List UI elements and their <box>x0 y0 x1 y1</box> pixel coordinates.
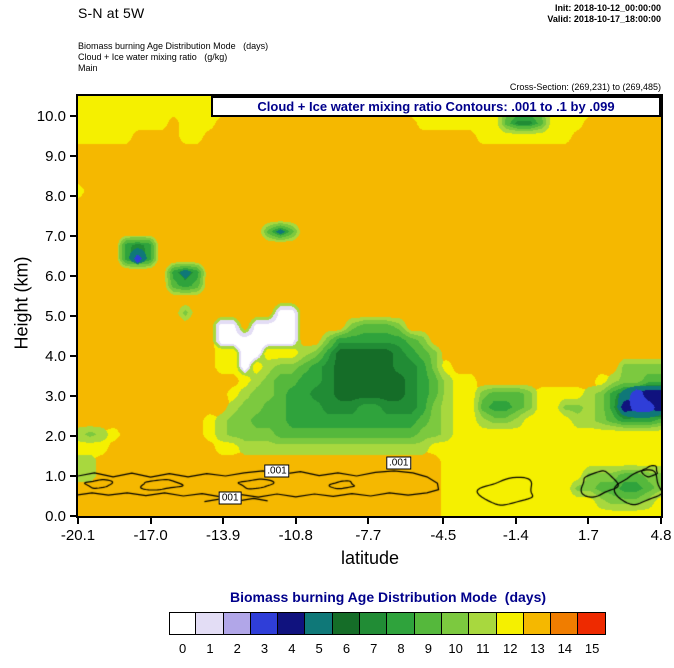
y-tick-mark <box>70 395 76 397</box>
colorbar-tick-label: 8 <box>397 641 405 656</box>
contour-label: 001 <box>218 491 242 505</box>
y-tick-label: 7.0 <box>45 228 66 245</box>
colorbar-tick-label: 9 <box>424 641 432 656</box>
y-tick-mark <box>70 515 76 517</box>
field-line-shaded: Biomass burning Age Distribution Mode (d… <box>78 41 269 51</box>
x-tick-label: -7.7 <box>355 527 382 544</box>
colorbar-cell <box>196 612 224 635</box>
colorbar-tick-label: 14 <box>557 641 573 656</box>
field-line-grid: Main <box>78 63 98 73</box>
x-tick-label: -20.1 <box>60 527 96 544</box>
colorbar-tick-label: 6 <box>342 641 351 656</box>
y-tick-mark <box>70 115 76 117</box>
y-tick-label: 3.0 <box>45 388 66 405</box>
colorbar-tick-label: 2 <box>233 641 241 656</box>
colorbar-tick-label: 13 <box>530 641 545 656</box>
y-tick-label: 9.0 <box>45 148 66 165</box>
cross-section-plot: Cloud + Ice water mixing ratio Contours:… <box>76 94 663 518</box>
colorbar-tick-label: 4 <box>288 641 296 656</box>
colorbar-cell <box>169 612 197 635</box>
colorbar-cell <box>469 612 497 635</box>
colorbar-cell <box>441 612 470 635</box>
y-tick-mark <box>70 275 76 277</box>
y-tick-mark <box>70 195 76 197</box>
y-tick-label: 5.0 <box>45 308 66 325</box>
field-description: Biomass burning Age Distribution Mode (d… <box>78 41 268 74</box>
field-line-contour: Cloud + Ice water mixing ratio (g/kg) <box>78 52 228 62</box>
colorbar-title: Biomass burning Age Distribution Mode (d… <box>229 589 547 605</box>
y-tick-label: 1.0 <box>45 468 66 485</box>
x-tick-label: -17.0 <box>133 527 168 544</box>
colorbar-tick-label: 3 <box>260 641 269 656</box>
contour-info-banner: Cloud + Ice water mixing ratio Contours:… <box>211 96 661 117</box>
y-tick-mark <box>70 475 76 477</box>
colorbar-cell <box>387 612 415 635</box>
colorbar-tick-label: 5 <box>315 641 323 656</box>
colorbar-tick-label: 0 <box>179 641 187 656</box>
x-tick-mark <box>222 518 225 524</box>
y-tick-mark <box>70 235 76 237</box>
colorbar-tick-label: 1 <box>206 641 214 656</box>
x-tick-mark <box>149 518 152 524</box>
colorbar-cell <box>360 612 388 635</box>
x-tick-mark <box>294 518 297 524</box>
colorbar-cell <box>250 612 279 635</box>
colorbar-cell <box>223 612 251 635</box>
colorbar-cell <box>523 612 552 635</box>
colorbar-tick-label: 10 <box>448 641 463 656</box>
y-tick-label: 10.0 <box>36 108 66 125</box>
colorbar-cell <box>414 612 442 635</box>
colorbar-tick-label: 7 <box>370 641 378 656</box>
colorbar-cell <box>551 612 579 635</box>
colorbar-cell <box>278 612 306 635</box>
x-tick-mark <box>514 518 517 524</box>
colorbar-tick-label: 11 <box>476 641 490 656</box>
y-tick-mark <box>70 355 76 357</box>
x-tick-mark <box>660 518 662 524</box>
init-time: Init: 2018-10-12_00:00:00 <box>554 3 661 13</box>
x-tick-label: -1.4 <box>502 527 529 544</box>
plot-title: S-N at 5W <box>78 5 145 21</box>
x-tick-label: 1.7 <box>577 527 599 544</box>
contour-label: .001 <box>264 464 290 478</box>
y-tick-label: 2.0 <box>45 428 66 445</box>
colorbar-cell <box>578 612 606 635</box>
colorbar-tick-label: 15 <box>584 641 600 656</box>
valid-time: Valid: 2018-10-17_18:00:00 <box>547 14 661 24</box>
colorbar-cells <box>169 612 606 635</box>
colorbar-cell <box>305 612 333 635</box>
run-times: Init: 2018-10-12_00:00:00 Valid: 2018-10… <box>547 3 661 25</box>
y-tick-mark <box>70 435 76 437</box>
x-tick-mark <box>367 518 370 524</box>
colorbar-cell <box>496 612 524 635</box>
colorbar-labels: 0 1 2 3 4 5 6 7 8 9 10 11 12 13 14 15 <box>169 641 606 656</box>
colorbar-cell <box>332 612 361 635</box>
x-tick-mark <box>587 518 590 524</box>
x-tick-label: -10.8 <box>278 527 313 544</box>
contour-label: .001 <box>386 456 412 470</box>
y-tick-mark <box>70 315 76 317</box>
colorbar-tick-label: 12 <box>502 641 518 656</box>
x-tick-label: -13.9 <box>206 527 241 544</box>
y-tick-label: 0.0 <box>45 508 66 525</box>
cross-section-label: Cross-Section: (269,231) to (269,485) <box>509 82 661 92</box>
x-tick-label: 4.8 <box>650 527 672 544</box>
y-tick-label: 6.0 <box>45 268 66 285</box>
x-tick-mark <box>77 518 79 524</box>
x-axis-title: latitude <box>340 548 400 568</box>
y-tick-mark <box>70 155 76 157</box>
x-tick-mark <box>442 518 445 524</box>
x-tick-label: -4.5 <box>430 527 457 544</box>
y-tick-label: 4.0 <box>45 348 66 365</box>
heatmap-canvas <box>78 96 661 516</box>
y-tick-label: 8.0 <box>45 188 66 205</box>
